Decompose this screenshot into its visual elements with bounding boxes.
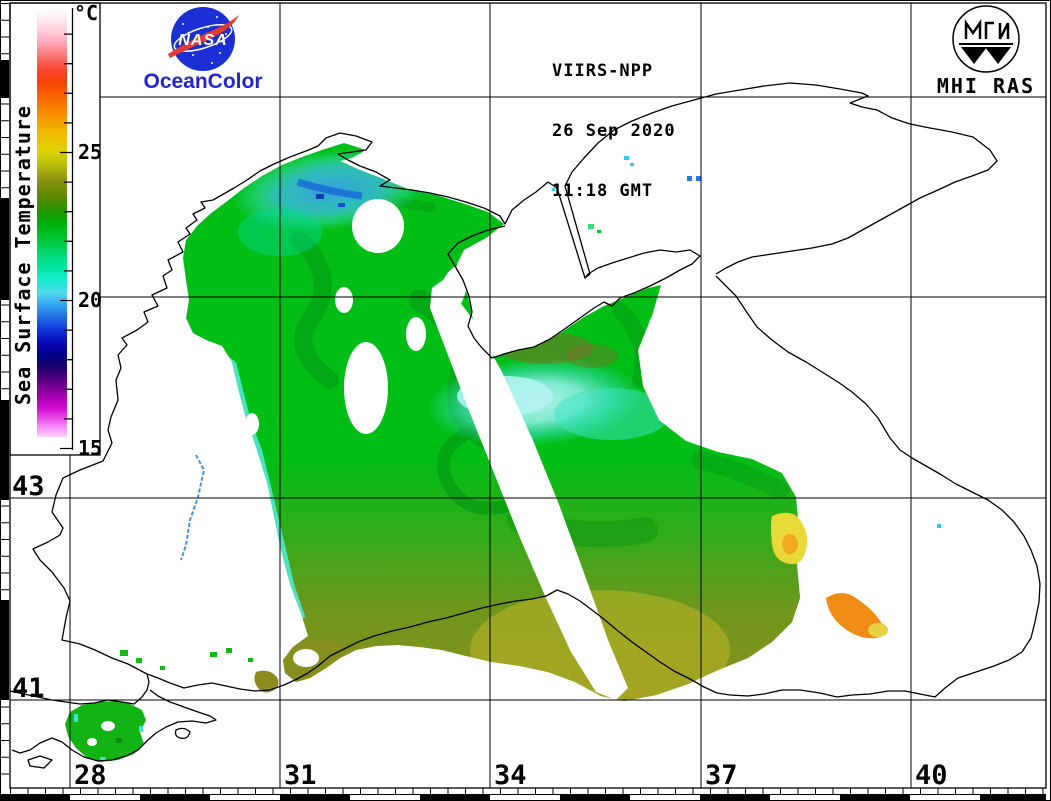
colorbar-gradient xyxy=(37,8,67,437)
nasa-logo-text: NASA xyxy=(178,32,227,49)
mhi-logo-wave xyxy=(959,43,1013,64)
azov-dots xyxy=(552,156,701,233)
colorbar-unit: °C xyxy=(74,1,99,25)
colorbar-tick-20: 20 xyxy=(78,288,103,312)
colorbar-title: Sea Surface Temperature xyxy=(11,105,35,405)
mhi-ras-logo xyxy=(952,5,1020,73)
nasa-swoosh xyxy=(168,15,239,58)
satellite-info: VIIRS-NPP 26 Sep 2020 11:18 GMT xyxy=(552,21,676,221)
nasa-logo: NASA xyxy=(168,7,239,71)
warm-spots xyxy=(771,512,941,639)
satellite-name: VIIRS-NPP xyxy=(552,61,654,81)
lon-label-31: 31 xyxy=(284,760,317,791)
lat-label-43: 43 xyxy=(12,471,45,502)
oceancolor-brand: OceanColor xyxy=(143,70,263,93)
lon-label-28: 28 xyxy=(74,760,107,791)
colorbar-tick-25: 25 xyxy=(78,140,103,164)
sst-field xyxy=(65,143,941,762)
satellite-time: 11:18 GMT xyxy=(552,181,654,201)
marmara-patch xyxy=(65,648,279,762)
institute-label: MHI RAS xyxy=(936,74,1036,98)
mhi-logo-letters xyxy=(964,19,1010,40)
lon-label-34: 34 xyxy=(494,760,527,791)
satellite-date: 26 Sep 2020 xyxy=(552,121,676,141)
lon-label-40: 40 xyxy=(915,760,948,791)
cloud-mask xyxy=(245,199,676,700)
data-edge-front xyxy=(180,454,206,561)
colorbar-ticks xyxy=(60,33,73,450)
coastline xyxy=(9,82,1041,769)
lat-label-41: 41 xyxy=(12,673,45,704)
colorbar xyxy=(9,2,101,456)
colorbar-tick-15: 15 xyxy=(78,436,103,460)
lon-label-37: 37 xyxy=(705,760,738,791)
nasa-orbit-ellipse xyxy=(173,23,233,53)
